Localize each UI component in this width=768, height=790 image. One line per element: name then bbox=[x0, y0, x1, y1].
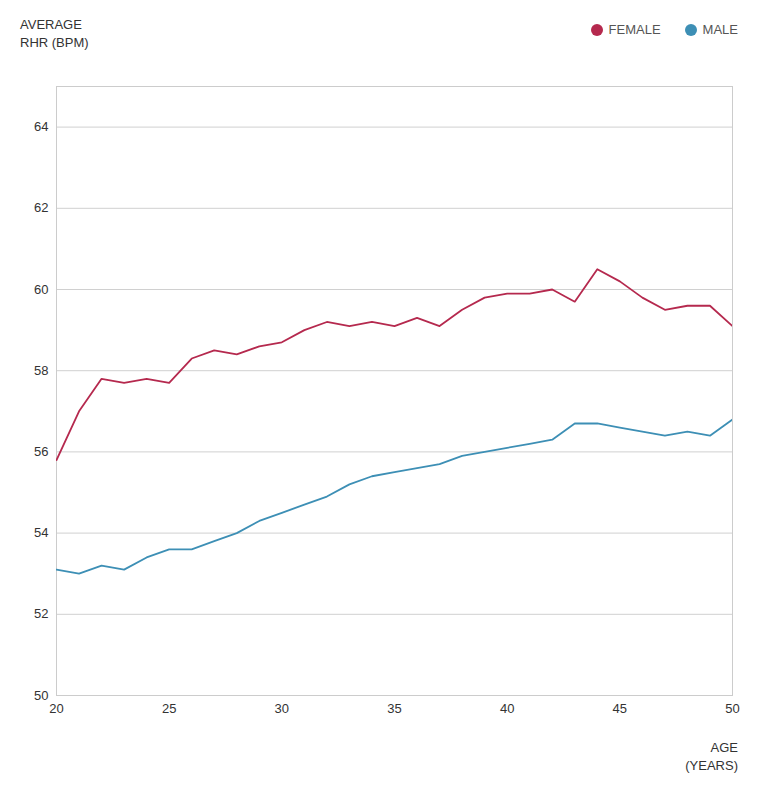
svg-text:52: 52 bbox=[34, 606, 48, 621]
svg-text:64: 64 bbox=[34, 119, 48, 134]
svg-text:35: 35 bbox=[387, 701, 401, 716]
svg-text:62: 62 bbox=[34, 200, 48, 215]
svg-text:40: 40 bbox=[500, 701, 514, 716]
svg-text:56: 56 bbox=[34, 444, 48, 459]
svg-text:25: 25 bbox=[162, 701, 176, 716]
html-text:FEMALE: FEMALE bbox=[608, 22, 661, 37]
html-text:AVERAGE RHR (BPM): AVERAGE RHR (BPM) bbox=[20, 17, 89, 51]
svg-text:50: 50 bbox=[725, 701, 739, 716]
html-text:AGE (YEARS): AGE (YEARS) bbox=[685, 740, 738, 774]
html-text:MALE: MALE bbox=[702, 22, 738, 37]
svg-text:20: 20 bbox=[49, 701, 63, 716]
svg-text:50: 50 bbox=[34, 688, 48, 703]
svg-text:58: 58 bbox=[34, 363, 48, 378]
svg-text:30: 30 bbox=[275, 701, 289, 716]
svg-text:60: 60 bbox=[34, 282, 48, 297]
svg-text:45: 45 bbox=[613, 701, 627, 716]
svg-text:54: 54 bbox=[34, 525, 48, 540]
